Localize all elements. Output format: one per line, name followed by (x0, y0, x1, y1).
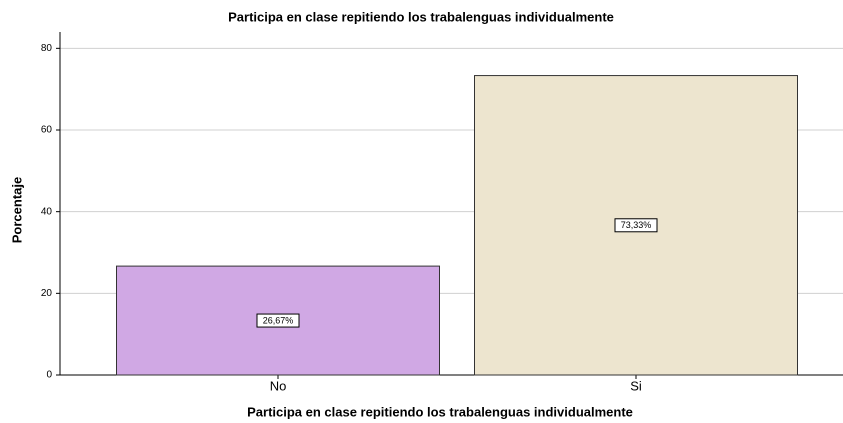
value-label: 26,67% (263, 315, 294, 325)
y-tick-label: 80 (41, 43, 53, 54)
x-axis-label: Participa en clase repitiendo los trabal… (247, 404, 633, 419)
y-axis-label: Porcentaje (9, 177, 24, 243)
y-tick-label: 60 (41, 125, 53, 136)
chart-title: Participa en clase repitiendo los trabal… (228, 9, 614, 24)
value-label: 73,33% (621, 220, 652, 230)
value-label-box (256, 313, 300, 328)
y-tick-label: 40 (41, 206, 53, 217)
x-tick-label: No (270, 378, 287, 393)
x-tick-label: Si (630, 378, 642, 393)
y-tick-label: 20 (41, 288, 53, 299)
value-label-box (614, 218, 658, 233)
y-tick-label: 0 (46, 370, 52, 381)
